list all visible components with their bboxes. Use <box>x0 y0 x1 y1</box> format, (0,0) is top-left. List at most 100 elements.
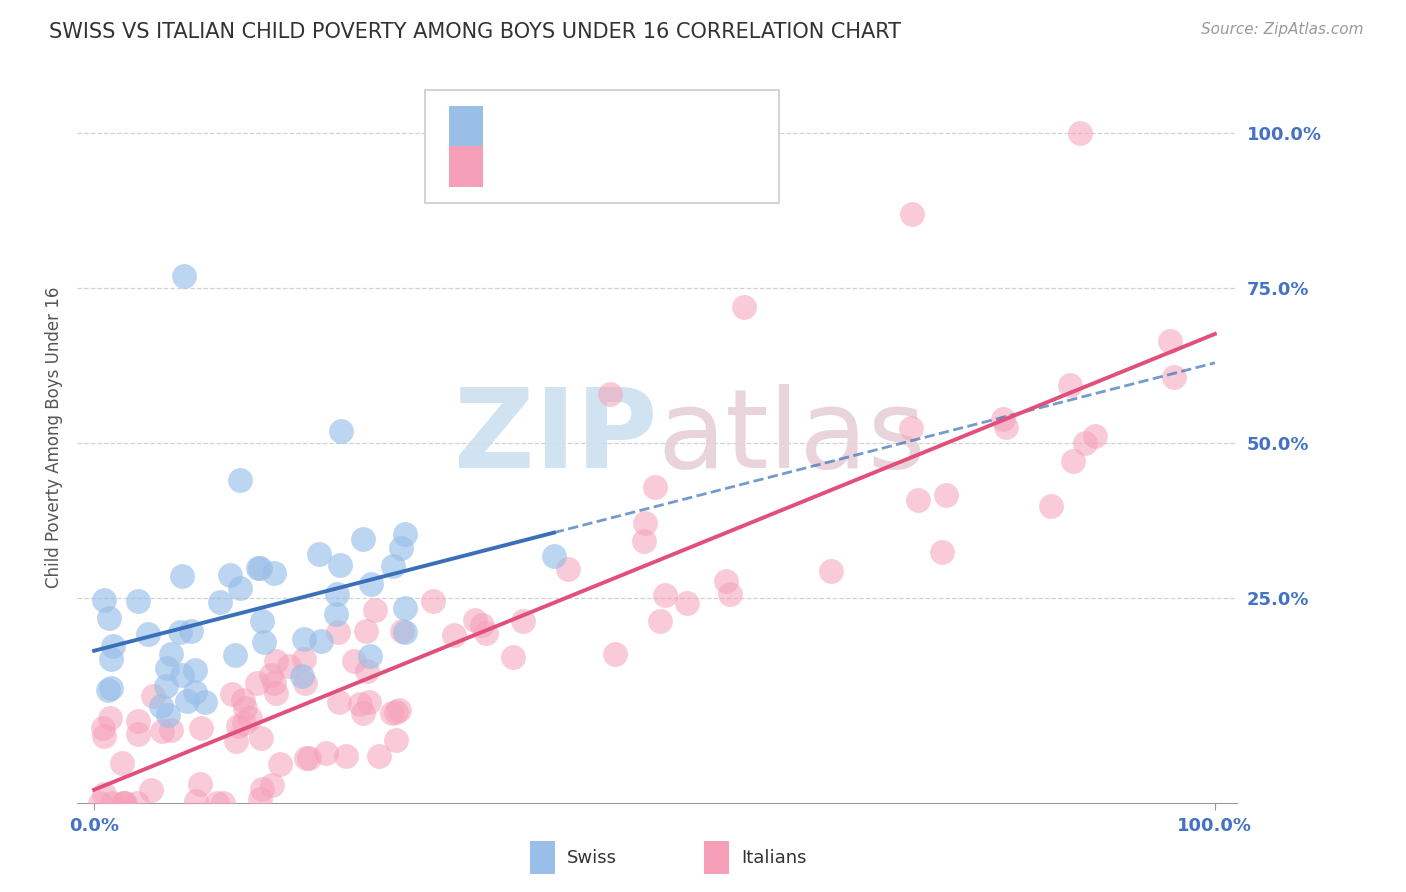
Point <box>907 493 929 508</box>
Point <box>443 628 465 642</box>
Point <box>994 420 1017 434</box>
Point <box>356 665 378 679</box>
Point <box>381 706 404 720</box>
Point <box>269 756 291 771</box>
Point <box>93 593 115 607</box>
Text: N = 96: N = 96 <box>623 157 696 176</box>
Point <box>125 796 148 810</box>
Point <box>149 698 172 713</box>
Point <box>733 300 755 314</box>
Point <box>159 723 181 737</box>
Point <box>931 545 953 559</box>
Point <box>644 480 666 494</box>
Point <box>464 613 486 627</box>
Point <box>211 796 233 810</box>
Point <box>89 796 111 810</box>
Point <box>232 692 254 706</box>
Point <box>229 582 252 596</box>
Point <box>97 610 120 624</box>
Text: N = 49: N = 49 <box>623 117 696 136</box>
Point <box>714 574 737 588</box>
Point <box>155 679 177 693</box>
Point <box>291 669 314 683</box>
Point <box>253 635 276 649</box>
Text: Source: ZipAtlas.com: Source: ZipAtlas.com <box>1201 22 1364 37</box>
Text: Swiss: Swiss <box>567 848 617 867</box>
Point <box>246 676 269 690</box>
Point <box>208 594 231 608</box>
Point <box>225 734 247 748</box>
Text: R = 0.275: R = 0.275 <box>498 117 603 136</box>
Point <box>335 748 357 763</box>
Point <box>233 716 256 731</box>
Point <box>111 796 134 810</box>
Point <box>221 687 243 701</box>
Point <box>349 698 371 712</box>
Point <box>103 639 125 653</box>
Point <box>160 648 183 662</box>
Point <box>391 624 413 639</box>
Point <box>249 792 271 806</box>
Point <box>991 412 1014 426</box>
Point <box>190 721 212 735</box>
Point <box>136 627 159 641</box>
Point <box>820 564 842 578</box>
Point <box>98 710 121 724</box>
Point <box>368 748 391 763</box>
Point <box>93 729 115 743</box>
FancyBboxPatch shape <box>449 146 484 186</box>
Point <box>360 577 382 591</box>
Point <box>157 708 180 723</box>
Point <box>173 268 195 283</box>
Point <box>329 558 352 573</box>
FancyBboxPatch shape <box>449 106 484 146</box>
Point <box>1062 454 1084 468</box>
Point <box>277 658 299 673</box>
Point <box>394 625 416 640</box>
Point <box>263 675 285 690</box>
Point <box>264 685 287 699</box>
Point <box>364 603 387 617</box>
FancyBboxPatch shape <box>704 841 730 874</box>
Point <box>184 685 207 699</box>
Point <box>205 796 228 810</box>
Text: ZIP: ZIP <box>454 384 658 491</box>
Point <box>1084 429 1107 443</box>
Point <box>127 714 149 728</box>
Point <box>648 614 671 628</box>
Point <box>676 596 699 610</box>
Point <box>308 547 330 561</box>
Point <box>142 689 165 703</box>
Point <box>557 562 579 576</box>
Point <box>239 710 262 724</box>
Point <box>172 569 194 583</box>
Point <box>382 558 405 573</box>
Point <box>543 549 565 563</box>
Point <box>184 664 207 678</box>
Point <box>1159 334 1181 348</box>
Point <box>184 794 207 808</box>
Y-axis label: Child Poverty Among Boys Under 16: Child Poverty Among Boys Under 16 <box>45 286 63 588</box>
Point <box>328 695 350 709</box>
Point <box>357 695 380 709</box>
Point <box>394 527 416 541</box>
Point <box>114 796 136 810</box>
Point <box>354 624 377 638</box>
Point <box>385 732 408 747</box>
Point <box>352 706 374 720</box>
Point <box>359 649 381 664</box>
Point <box>326 625 349 640</box>
Point <box>172 668 194 682</box>
Point <box>1040 499 1063 513</box>
Point <box>900 421 922 435</box>
Point <box>634 516 657 531</box>
Point <box>127 727 149 741</box>
Point <box>309 634 332 648</box>
Point <box>294 676 316 690</box>
Point <box>471 618 494 632</box>
Point <box>150 723 173 738</box>
FancyBboxPatch shape <box>425 90 779 203</box>
Point <box>394 601 416 615</box>
Point <box>901 207 924 221</box>
Point <box>326 587 349 601</box>
